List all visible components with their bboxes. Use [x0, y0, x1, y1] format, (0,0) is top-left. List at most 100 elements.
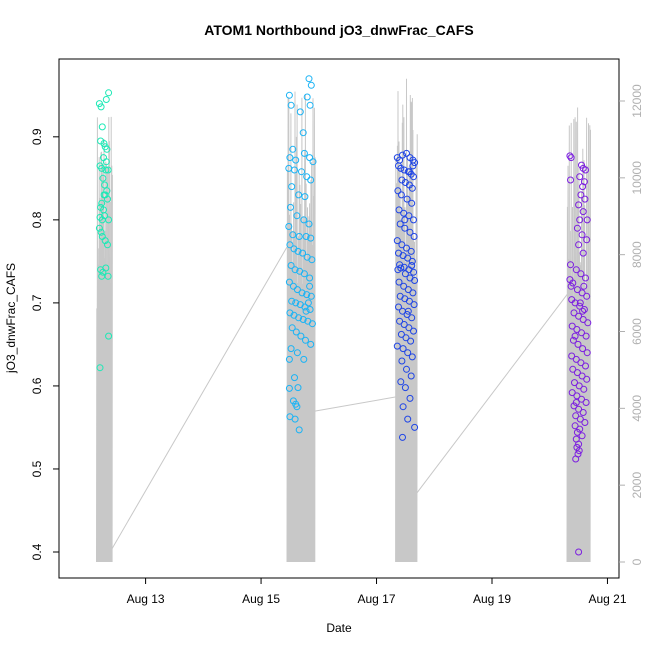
data-point-flight_aug20-79 [580, 282, 588, 290]
data-point-flight_aug17-27 [406, 228, 414, 236]
y2-tick-label-1: 2000 [630, 472, 644, 499]
data-point-flight_aug15-67 [285, 355, 293, 363]
data-point-flight_aug20-29 [583, 292, 591, 300]
data-point-flight_aug20-60 [582, 399, 590, 406]
data-point-flight_aug17-29 [393, 237, 401, 245]
chart-title: ATOM1 Northbound jO3_dnwFrac_CAFS [204, 22, 473, 38]
data-point-flight_aug15-38 [291, 266, 299, 274]
data-point-flight_aug17-59 [400, 321, 408, 328]
data-point-flight_aug20-57 [568, 389, 576, 397]
data-point-flight_aug12-39 [102, 158, 110, 166]
x-axis: Aug 13 Aug 15 Aug 17 Aug 19 Aug 21 [127, 577, 627, 606]
data-point-flight_aug12-8 [103, 145, 111, 153]
data-point-flight_aug17-54 [395, 303, 402, 311]
data-point-flight_aug20-31 [571, 299, 579, 307]
y-tick-label-2: 0.6 [30, 377, 44, 394]
x-axis-label: Date [326, 621, 352, 635]
data-point-flight_aug17-65 [393, 342, 401, 350]
data-point-flight_aug17-67 [404, 349, 412, 357]
x-tick-label-2: Aug 17 [357, 592, 395, 606]
data-point-flight_aug15-5 [303, 93, 311, 101]
data-point-flight_aug17-57 [408, 314, 416, 322]
data-point-flight_aug17-71 [407, 372, 415, 380]
data-point-flight_aug20-11 [575, 201, 583, 209]
data-point-flight_aug17-3 [403, 149, 410, 157]
data-point-flight_aug20-47 [572, 355, 580, 363]
data-point-flight_aug17-31 [403, 244, 410, 252]
data-point-flight_aug17-17 [394, 187, 402, 195]
x-tick-label-3: Aug 19 [473, 592, 511, 606]
data-point-flight_aug17-46 [395, 278, 403, 286]
data-point-flight_aug15-30 [307, 234, 315, 242]
data-point-flight_aug12-0 [95, 100, 103, 108]
data-point-flight_aug15-9 [286, 154, 294, 162]
data-point-flight_aug20-37 [584, 319, 592, 327]
data-point-flight_aug17-69 [398, 357, 406, 365]
data-point-flight_aug15-12 [306, 154, 314, 162]
data-point-flight_aug15-27 [289, 231, 297, 239]
data-point-flight_aug20-28 [578, 289, 586, 297]
data-point-flight_aug20-0 [566, 152, 574, 160]
data-point-flight_aug12-38 [100, 191, 108, 199]
data-point-flight_aug17-20 [408, 199, 416, 207]
data-point-flight_aug17-66 [399, 345, 407, 353]
data-point-flight_aug20-81 [579, 307, 587, 315]
data-point-flight_aug15-28 [295, 233, 303, 240]
y2-tick-label-6: 12000 [630, 84, 644, 118]
data-point-flight_aug17-83 [408, 262, 416, 269]
data-point-flight_aug20-26 [567, 282, 575, 290]
data-point-flight_aug15-69 [294, 384, 302, 392]
data-point-flight_aug20-34 [570, 309, 578, 317]
data-point-flight_aug17-60 [405, 324, 413, 332]
data-point-flight_aug15-79 [302, 307, 310, 315]
data-point-flight_aug17-63 [402, 334, 410, 342]
data-point-flight_aug15-33 [294, 247, 302, 255]
data-point-flight_aug15-46 [303, 291, 311, 299]
data-point-flight_aug15-62 [302, 336, 309, 344]
data-point-flight_aug15-3 [305, 75, 313, 83]
y2-tick-label-3: 6000 [630, 318, 644, 345]
data-point-flight_aug15-70 [285, 384, 293, 392]
y-tick-label-5: 0.9 [30, 128, 44, 145]
data-point-flight_aug20-33 [580, 306, 588, 313]
data-point-flight_aug20-9 [577, 191, 585, 199]
data-point-flight_aug17-2 [399, 151, 406, 159]
data-point-flight_aug20-16 [578, 231, 586, 239]
data-point-flight_aug12-27 [97, 228, 105, 236]
data-point-flight_aug12-35 [104, 272, 112, 280]
y-axis-label: jO3_dnwFrac_CAFS [4, 263, 18, 374]
y-tick-label-1: 0.5 [30, 460, 44, 477]
data-point-flight_aug17-79 [405, 168, 413, 176]
data-point-flight_aug15-6 [306, 101, 314, 109]
data-point-flight_aug17-18 [397, 191, 405, 199]
data-point-flight_aug20-4 [582, 166, 589, 174]
data-point-flight_aug20-67 [571, 422, 579, 430]
data-point-flight_aug12-15 [101, 181, 109, 189]
data-point-flight_aug17-32 [407, 247, 415, 255]
data-point-flight_aug17-70 [403, 365, 410, 373]
data-point-flight_aug20-54 [571, 379, 578, 387]
data-point-flight_aug20-76 [572, 455, 580, 463]
data-point-flight_aug15-8 [289, 145, 297, 153]
data-point-flight_aug12-36 [105, 332, 113, 340]
data-point-flight_aug20-21 [572, 266, 580, 274]
data-point-flight_aug15-47 [307, 292, 315, 300]
data-point-flight_aug17-30 [398, 241, 406, 249]
data-point-flight_aug20-12 [579, 208, 587, 216]
data-point-flight_aug20-14 [583, 216, 591, 224]
data-point-flight_aug20-59 [578, 395, 585, 403]
data-point-flight_aug20-80 [571, 332, 579, 340]
data-point-flight_aug17-25 [396, 220, 404, 228]
data-point-flight_aug12-29 [101, 237, 109, 245]
data-point-flight_aug15-40 [300, 270, 308, 278]
data-point-flight_aug20-1 [567, 154, 575, 162]
data-point-flight_aug12-2 [98, 123, 106, 131]
data-point-flight_aug20-46 [568, 352, 576, 360]
data-point-flight_aug15-2 [296, 108, 304, 116]
data-point-flight_aug20-74 [575, 447, 583, 455]
data-point-flight_aug15-65 [293, 349, 301, 357]
data-point-flight_aug15-31 [286, 241, 294, 249]
data-point-flight_aug20-6 [567, 176, 574, 184]
data-point-flight_aug15-23 [293, 212, 301, 220]
data-point-flight_aug17-8 [397, 164, 405, 172]
